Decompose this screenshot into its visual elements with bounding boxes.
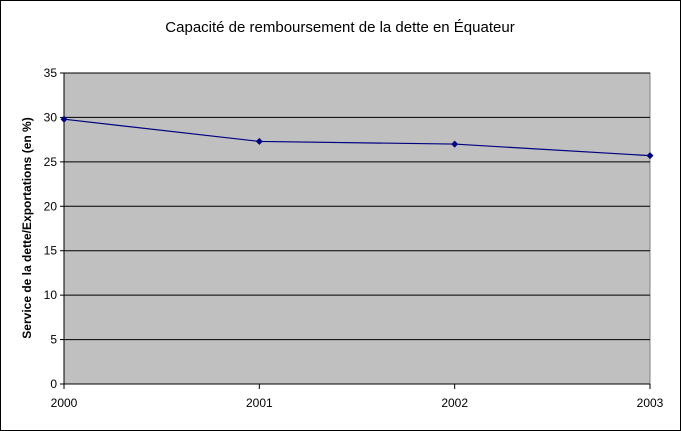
data-point-2000 [60,115,68,123]
data-point-2001 [255,137,263,145]
data-point-2003 [646,152,654,160]
y-tick-label-20: 20 [44,199,58,213]
x-tick-label-2000: 2000 [51,396,78,410]
y-tick-label-0: 0 [50,377,57,391]
data-point-2002 [451,140,459,148]
y-axis-label: Service de la dette/Exportations (en %) [20,117,34,338]
y-tick-label-35: 35 [44,66,58,80]
y-tick-label-15: 15 [44,244,58,258]
y-tick-label-30: 30 [44,110,58,124]
x-tick-label-2001: 2001 [246,396,273,410]
chart-title: Capacité de remboursement de la dette en… [165,19,514,36]
y-tick-label-10: 10 [44,288,58,302]
series-line-0 [63,118,651,157]
y-tick-label-25: 25 [44,155,58,169]
x-tick-label-2002: 2002 [441,396,468,410]
y-tick-label-5: 5 [50,333,57,347]
x-tick-label-2003: 2003 [637,396,664,410]
plot-area [63,72,651,385]
